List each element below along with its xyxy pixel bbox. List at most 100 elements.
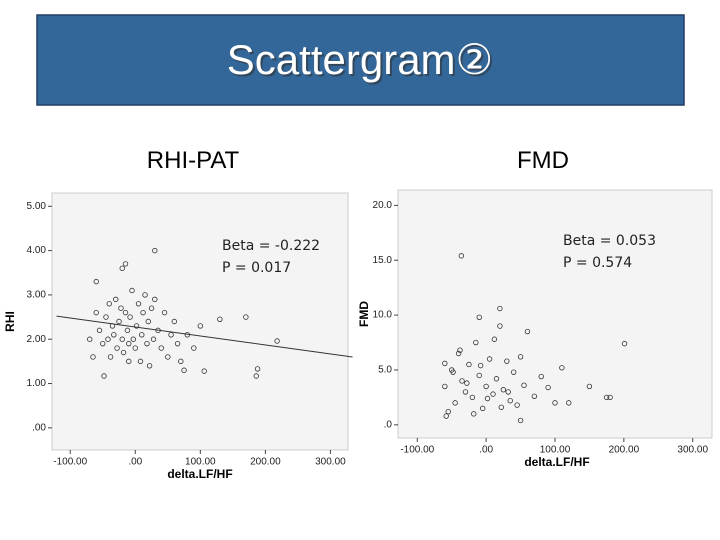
- point: [514, 402, 520, 408]
- point: [497, 305, 503, 312]
- point: [135, 301, 142, 307]
- point: [586, 383, 593, 390]
- point: [483, 383, 489, 390]
- point: [493, 376, 500, 382]
- point: [122, 309, 129, 316]
- y-tick-label: 5.00: [27, 201, 47, 212]
- point: [459, 378, 465, 384]
- point: [155, 327, 161, 334]
- point: [466, 361, 472, 368]
- point: [464, 380, 470, 386]
- plot-area: [397, 189, 713, 439]
- point: [538, 373, 544, 380]
- y-tick-label: 15.0: [373, 255, 393, 266]
- point: [566, 400, 572, 406]
- y-tick-label: .00: [32, 422, 46, 433]
- point: [161, 309, 168, 316]
- point: [152, 247, 158, 254]
- point: [521, 382, 527, 389]
- point: [471, 411, 477, 417]
- x-tick-label: 200.00: [609, 445, 640, 456]
- point: [603, 394, 610, 401]
- y-tick-label: 4.00: [27, 245, 47, 256]
- point: [507, 397, 513, 404]
- point: [524, 328, 531, 335]
- point: [124, 327, 131, 334]
- title-banner: [36, 14, 685, 106]
- x-tick-label: 100.00: [185, 457, 216, 468]
- point: [504, 358, 510, 364]
- point: [442, 383, 448, 390]
- point: [119, 336, 125, 342]
- point: [113, 296, 119, 303]
- point: [497, 323, 503, 329]
- point: [450, 369, 456, 375]
- point: [109, 323, 116, 329]
- point: [139, 332, 145, 338]
- point: [144, 340, 150, 347]
- point: [476, 314, 482, 320]
- y-tick-label: 10.0: [373, 310, 393, 321]
- point: [607, 394, 613, 401]
- point: [477, 362, 484, 369]
- point: [479, 405, 486, 412]
- point: [445, 408, 451, 415]
- point: [126, 358, 132, 365]
- point: [517, 417, 524, 424]
- x-tick-label: -100.00: [53, 457, 87, 468]
- point: [168, 332, 174, 338]
- y-tick-label: 2.00: [27, 334, 47, 345]
- point: [621, 340, 628, 347]
- title-shadow: Scattergram②: [229, 38, 495, 85]
- chart-heading: RHI-PAT: [147, 147, 240, 174]
- y-tick-label: .0: [384, 419, 393, 430]
- point: [111, 332, 117, 338]
- point: [469, 394, 476, 401]
- point: [458, 253, 465, 259]
- point: [87, 336, 93, 342]
- point: [274, 338, 280, 344]
- point: [119, 265, 125, 272]
- point: [145, 318, 151, 325]
- point: [473, 339, 479, 346]
- point: [517, 354, 524, 360]
- point: [452, 400, 458, 406]
- x-axis-label: delta.LF/HF: [167, 467, 232, 481]
- point: [476, 372, 482, 379]
- point: [559, 365, 565, 371]
- annotation: Beta = 0.053: [563, 233, 656, 249]
- point: [107, 354, 114, 360]
- x-tick-label: 300.00: [677, 445, 708, 456]
- y-tick-label: 1.00: [27, 378, 47, 389]
- x-axis-label: delta.LF/HF: [524, 455, 589, 469]
- point: [101, 373, 107, 379]
- point: [137, 358, 144, 365]
- point: [174, 340, 181, 347]
- point: [142, 292, 148, 298]
- point: [129, 287, 135, 294]
- x-tick-label: 300.00: [315, 457, 346, 468]
- point: [552, 400, 558, 406]
- regression-line: [56, 315, 353, 358]
- y-tick-label: 20.0: [373, 200, 393, 211]
- point: [118, 305, 124, 311]
- annotation: P = 0.574: [563, 255, 632, 271]
- point: [181, 367, 187, 373]
- point: [443, 413, 449, 419]
- point: [132, 345, 138, 351]
- point: [545, 384, 551, 391]
- y-axis-label: RHI: [3, 311, 17, 332]
- point: [490, 391, 496, 397]
- point: [114, 345, 120, 351]
- point: [126, 340, 132, 347]
- point: [254, 366, 261, 372]
- point: [127, 314, 133, 320]
- point: [158, 345, 164, 351]
- point: [498, 404, 504, 410]
- point: [491, 336, 498, 342]
- point: [243, 314, 249, 320]
- point: [100, 340, 106, 347]
- point: [122, 261, 129, 267]
- point: [148, 305, 155, 311]
